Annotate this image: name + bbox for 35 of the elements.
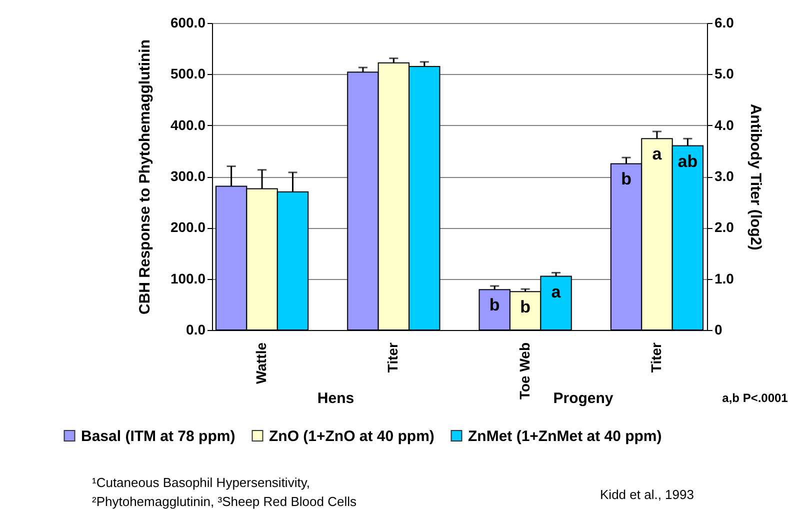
y-tick-label: 0.0	[186, 322, 206, 338]
y2-tick-label: 1.0	[714, 270, 734, 286]
text: Progeny	[553, 390, 614, 407]
legend-label: ZnO (1+ZnO at 40 ppm)	[269, 428, 434, 445]
y2-tick-label: 3.0	[714, 168, 734, 184]
y-tick-label: 200.0	[170, 219, 206, 236]
text: Hens	[317, 390, 354, 407]
text: ²Phytohemagglutinin, ³Sheep Red Blood Cells	[92, 494, 357, 509]
text: a,b P<.0001	[722, 391, 788, 405]
y2-tick-label: 6.0	[714, 14, 734, 30]
data-label: ab	[678, 152, 698, 171]
y2-tick-label: 4.0	[714, 116, 734, 133]
y-axis-title: CBH Response to Phytohemagglutinin	[136, 39, 154, 315]
legend-label: ZnMet (1+ZnMet at 40 ppm)	[468, 428, 662, 445]
y2-tick-label: 0	[714, 322, 722, 338]
y-tick-label: 400.0	[170, 116, 206, 133]
legend-label: Basal (ITM at 78 ppm)	[81, 428, 236, 445]
y-tick-label: 100.0	[170, 270, 206, 286]
y2-axis-title: Antibody Titer (log2)	[746, 104, 764, 250]
y-tick-label: 500.0	[170, 66, 206, 82]
x-tick-label: Wattle	[253, 342, 270, 384]
y-tick-label: 600.0	[170, 14, 206, 30]
text: Kidd et al., 1993	[600, 487, 694, 502]
data-label: a	[652, 144, 662, 164]
x-tick-label: Titer	[648, 342, 664, 373]
data-label: b	[621, 170, 632, 189]
data-label: a	[551, 282, 562, 302]
data-label: b	[520, 298, 531, 317]
data-label: b	[489, 296, 500, 315]
x-tick-label: Titer	[384, 342, 401, 373]
y2-tick-label: 5.0	[714, 66, 734, 82]
y-tick-label: 300.0	[170, 168, 206, 184]
x-tick-label: Toe Web	[516, 342, 532, 400]
y2-tick-label: 2.0	[714, 219, 734, 236]
text: ¹Cutaneous Basophil Hypersensitivity,	[92, 475, 310, 490]
